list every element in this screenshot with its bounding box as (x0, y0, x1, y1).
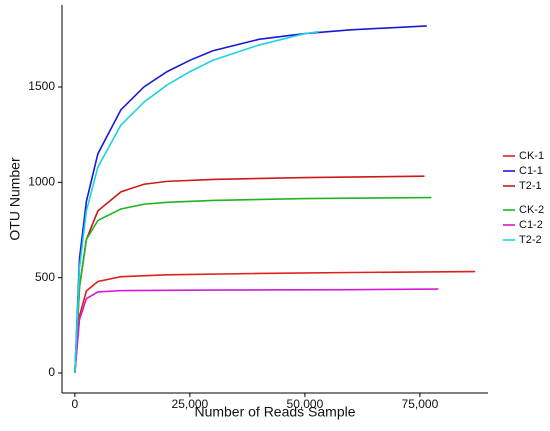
line (74, 175, 425, 374)
x-tick-label: 50,000 (287, 397, 324, 411)
line (74, 196, 432, 374)
x-tick-label: 75,000 (402, 397, 439, 411)
legend-label: C1-1 (519, 165, 543, 177)
y-tick-label: 500 (35, 270, 55, 284)
line (74, 30, 319, 374)
y-tick-label: 0 (48, 365, 55, 379)
legend-label: CK-2 (519, 204, 544, 216)
y-tick-label: 1000 (28, 174, 55, 188)
y-axis-title: OTU Number (7, 157, 23, 241)
line (74, 288, 439, 374)
x-axis-title: Number of Reads Sample (194, 404, 355, 420)
x-tick-label: 0 (72, 397, 79, 411)
y-tick-label: 1500 (28, 79, 55, 93)
line (74, 270, 476, 374)
legend-label: CK-1 (519, 150, 544, 162)
x-tick-label: 25,000 (172, 397, 209, 411)
legend-label: C1-2 (519, 219, 543, 231)
legend-label: T2-2 (519, 234, 542, 246)
legend-label: T2-1 (519, 180, 542, 192)
